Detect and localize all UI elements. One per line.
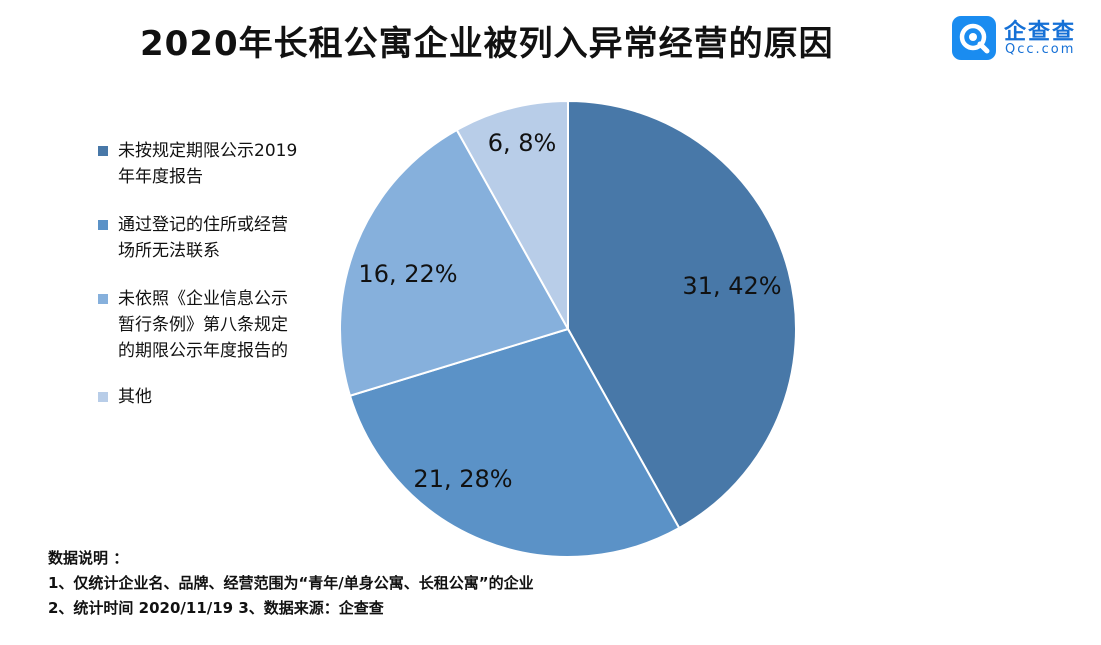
legend-swatch: [98, 294, 108, 304]
legend-item: 未按规定期限公示2019 年年度报告: [98, 138, 338, 190]
qcc-logo-icon: [952, 16, 996, 60]
notes-heading: 数据说明 ：: [48, 549, 129, 567]
legend-item: 其他: [98, 384, 338, 410]
data-notes: 数据说明 ： 1、仅统计企业名、品牌、经营范围为“青年/单身公寓、长租公寓”的企…: [48, 546, 534, 621]
slice-data-label: 31, 42%: [682, 272, 781, 300]
legend-swatch: [98, 392, 108, 402]
qcc-logo: 企查查 Qcc.com: [952, 14, 1092, 64]
notes-line-1: 1、仅统计企业名、品牌、经营范围为“青年/单身公寓、长租公寓”的企业: [48, 574, 534, 592]
slice-data-label: 16, 22%: [358, 260, 457, 288]
chart-title: 2020年长租公寓企业被列入异常经营的原因: [140, 24, 834, 64]
logo-domain: Qcc.com: [1005, 42, 1076, 57]
legend-item: 通过登记的住所或经营 场所无法联系: [98, 212, 338, 264]
pie-slice: [339, 128, 570, 398]
legend-label: 未依照《企业信息公示 暂行条例》第八条规定 的期限公示年度报告的: [118, 289, 288, 361]
legend-label: 未按规定期限公示2019 年年度报告: [118, 141, 298, 187]
logo-name: 企查查: [1004, 20, 1077, 45]
legend-label: 其他: [118, 387, 152, 407]
slice-data-label: 21, 28%: [413, 465, 512, 493]
pie-slice: [567, 99, 797, 530]
pie-slice: [455, 99, 569, 333]
legend-swatch: [98, 220, 108, 230]
legend-item: 未依照《企业信息公示 暂行条例》第八条规定 的期限公示年度报告的: [98, 286, 338, 364]
slice-data-label: 6, 8%: [488, 129, 557, 157]
legend-swatch: [98, 146, 108, 156]
pie-slice: [348, 327, 681, 558]
notes-line-2: 2、统计时间 2020/11/19 3、数据来源：企查查: [48, 599, 384, 617]
legend-label: 通过登记的住所或经营 场所无法联系: [118, 215, 288, 261]
chart-legend: 未按规定期限公示2019 年年度报告 通过登记的住所或经营 场所无法联系 未依照…: [98, 138, 338, 410]
